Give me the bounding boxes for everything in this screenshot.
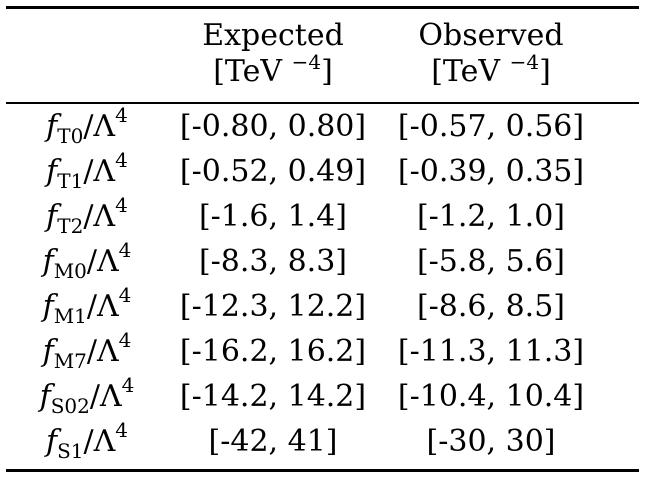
expected-cell: [-0.52, 0.49] [163, 153, 383, 190]
param-power: 4 [119, 283, 132, 307]
param-symbol: f [43, 289, 54, 324]
table-row: fM0/Λ4 [-8.3, 8.3] [-5.8, 5.6] [0, 243, 645, 280]
param-symbol: f [46, 199, 57, 234]
table-top-rule [6, 6, 639, 9]
table-header-rule [6, 102, 639, 104]
parameter-cell: fT2/Λ4 [12, 198, 162, 235]
observed-cell: [-1.2, 1.0] [381, 198, 601, 235]
param-denominator: /Λ [87, 334, 119, 369]
param-power: 4 [119, 238, 132, 262]
header-expected: Expected [TeV −4] [163, 18, 383, 90]
param-symbol: f [46, 424, 57, 459]
param-subscript: M1 [54, 304, 87, 328]
param-symbol: f [43, 334, 54, 369]
table-row: fT1/Λ4 [-0.52, 0.49] [-0.39, 0.35] [0, 153, 645, 190]
observed-cell: [-10.4, 10.4] [381, 378, 601, 415]
observed-cell: [-11.3, 11.3] [381, 333, 601, 370]
param-subscript: T2 [57, 214, 83, 238]
table-bottom-rule [6, 469, 639, 472]
table-row: fS02/Λ4 [-14.2, 14.2] [-10.4, 10.4] [0, 378, 645, 415]
observed-cell: [-0.39, 0.35] [381, 153, 601, 190]
param-power: 4 [115, 103, 128, 127]
param-power: 4 [115, 418, 128, 442]
table-row: fS1/Λ4 [-42, 41] [-30, 30] [0, 423, 645, 460]
param-denominator: /Λ [83, 154, 115, 189]
param-denominator: /Λ [83, 109, 115, 144]
parameter-cell: fS02/Λ4 [12, 378, 162, 415]
expected-cell: [-14.2, 14.2] [163, 378, 383, 415]
unit-exponent: −4 [292, 50, 321, 74]
observed-cell: [-30, 30] [381, 423, 601, 460]
header-observed-label: Observed [418, 18, 563, 53]
expected-cell: [-1.6, 1.4] [163, 198, 383, 235]
unit-base: [TeV [213, 54, 282, 89]
table-row: fM1/Λ4 [-12.3, 12.2] [-8.6, 8.5] [0, 288, 645, 325]
header-expected-unit: [TeV −4] [163, 54, 383, 90]
unit-close: ] [539, 54, 551, 89]
param-denominator: /Λ [84, 424, 116, 459]
param-symbol: f [46, 154, 57, 189]
expected-cell: [-16.2, 16.2] [163, 333, 383, 370]
header-observed: Observed [TeV −4] [381, 18, 601, 90]
param-denominator: /Λ [87, 244, 119, 279]
parameter-cell: fT0/Λ4 [12, 108, 162, 145]
param-symbol: f [40, 379, 51, 414]
header-observed-unit: [TeV −4] [381, 54, 601, 90]
param-subscript: T1 [57, 169, 83, 193]
parameter-cell: fT1/Λ4 [12, 153, 162, 190]
observed-cell: [-8.6, 8.5] [381, 288, 601, 325]
table-row: fT2/Λ4 [-1.6, 1.4] [-1.2, 1.0] [0, 198, 645, 235]
param-symbol: f [43, 244, 54, 279]
table-row: fM7/Λ4 [-16.2, 16.2] [-11.3, 11.3] [0, 333, 645, 370]
header-expected-label: Expected [202, 18, 344, 53]
param-power: 4 [119, 328, 132, 352]
param-power: 4 [115, 193, 128, 217]
unit-exponent: −4 [510, 50, 539, 74]
table-row: fT0/Λ4 [-0.80, 0.80] [-0.57, 0.56] [0, 108, 645, 145]
unit-base: [TeV [431, 54, 500, 89]
param-symbol: f [46, 109, 57, 144]
parameter-cell: fM1/Λ4 [12, 288, 162, 325]
param-subscript: M7 [54, 349, 87, 373]
expected-cell: [-42, 41] [163, 423, 383, 460]
param-subscript: T0 [57, 124, 83, 148]
param-denominator: /Λ [87, 289, 119, 324]
param-denominator: /Λ [90, 379, 122, 414]
param-subscript: S02 [51, 394, 90, 418]
observed-cell: [-0.57, 0.56] [381, 108, 601, 145]
param-power: 4 [115, 148, 128, 172]
parameter-cell: fM0/Λ4 [12, 243, 162, 280]
parameter-cell: fM7/Λ4 [12, 333, 162, 370]
parameter-cell: fS1/Λ4 [12, 423, 162, 460]
param-subscript: M0 [54, 259, 87, 283]
observed-cell: [-5.8, 5.6] [381, 243, 601, 280]
expected-cell: [-12.3, 12.2] [163, 288, 383, 325]
param-subscript: S1 [57, 439, 83, 463]
param-power: 4 [122, 373, 135, 397]
param-denominator: /Λ [83, 199, 115, 234]
expected-cell: [-0.80, 0.80] [163, 108, 383, 145]
expected-cell: [-8.3, 8.3] [163, 243, 383, 280]
unit-close: ] [321, 54, 333, 89]
